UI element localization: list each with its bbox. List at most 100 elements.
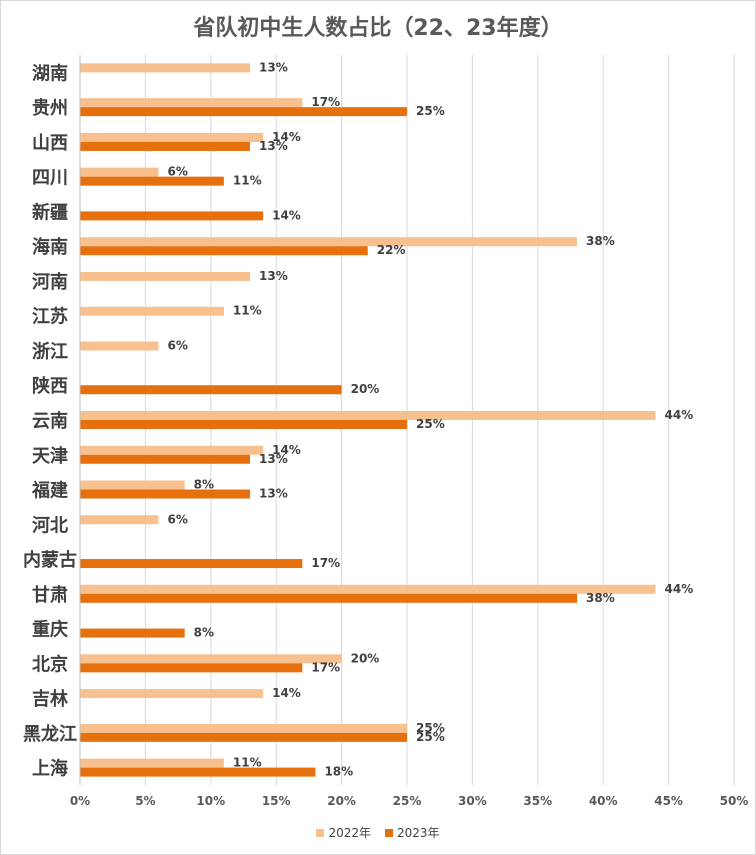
data-label: 20%	[351, 382, 380, 396]
bar-2022	[80, 167, 159, 177]
x-tick-label: 40%	[589, 794, 618, 808]
bar-2023	[80, 176, 224, 186]
category-label: 天津	[32, 445, 68, 467]
bar-2022	[80, 758, 224, 768]
data-label: 17%	[311, 556, 340, 570]
data-label: 14%	[272, 208, 301, 222]
bar-2023	[80, 489, 251, 499]
data-label: 14%	[272, 130, 301, 144]
legend-label-2023: 2023年	[397, 826, 440, 840]
data-label: 11%	[233, 174, 262, 188]
x-tick-label: 35%	[523, 794, 552, 808]
bar-2023	[80, 559, 303, 569]
legend-item-2023: 2023年	[385, 824, 440, 841]
bar-2023	[80, 211, 264, 221]
category-label: 甘肃	[32, 584, 68, 606]
category-label: 河北	[32, 515, 68, 536]
category-label: 四川	[32, 168, 68, 189]
bar-2022	[80, 63, 251, 73]
bar-2022	[80, 411, 656, 420]
data-label: 8%	[194, 478, 214, 492]
bar-2023	[80, 628, 185, 638]
x-tick-label: 50%	[720, 794, 749, 808]
data-label: 14%	[272, 686, 301, 700]
legend-swatch-2022	[316, 828, 325, 837]
x-tick-label: 20%	[327, 794, 356, 808]
x-tick-label: 30%	[458, 794, 487, 808]
bar-2023	[80, 732, 407, 742]
bar-2022	[80, 237, 578, 247]
data-label: 25%	[416, 417, 445, 431]
data-label: 11%	[233, 304, 262, 318]
data-label: 13%	[259, 487, 288, 501]
legend-swatch-2023	[385, 828, 393, 837]
bar-2023	[80, 107, 407, 117]
category-label: 湖南	[32, 62, 68, 84]
data-label: 18%	[324, 765, 353, 779]
data-label: 38%	[586, 591, 615, 605]
bar-2022	[80, 306, 224, 316]
x-tick-label: 10%	[196, 794, 225, 808]
category-label: 黑龙江	[23, 723, 77, 745]
data-label: 17%	[311, 95, 340, 109]
bar-2023	[80, 246, 368, 256]
bar-2022	[80, 132, 264, 142]
data-label: 44%	[665, 408, 694, 422]
data-label: 38%	[586, 234, 615, 248]
category-label: 北京	[32, 653, 68, 675]
data-label: 20%	[351, 651, 380, 665]
chart-title: 省队初中生人数占比（22、23年度）	[193, 16, 563, 41]
data-label: 17%	[311, 660, 340, 674]
category-label: 新疆	[32, 201, 68, 223]
category-label: 云南	[32, 410, 68, 432]
data-label: 14%	[272, 443, 301, 457]
bar-2022	[80, 723, 407, 733]
bar-2022	[80, 98, 303, 108]
legend: 2022年 2023年	[0, 824, 756, 841]
legend-item-2022: 2022年	[316, 824, 371, 841]
bar-2023	[80, 767, 316, 777]
bar-2023	[80, 141, 251, 151]
data-label: 8%	[194, 626, 214, 640]
category-label: 浙江	[32, 340, 68, 362]
data-label: 13%	[259, 139, 288, 153]
bar-2022	[80, 584, 656, 594]
category-label: 上海	[32, 758, 68, 780]
legend-label-2022: 2022年	[328, 826, 371, 840]
bar-2022	[80, 271, 251, 281]
x-tick-label: 25%	[393, 794, 422, 808]
bar-2023	[80, 663, 303, 673]
category-label: 江苏	[32, 306, 68, 328]
data-label: 25%	[416, 721, 445, 735]
category-label: 陕西	[32, 375, 68, 397]
data-label: 13%	[259, 269, 288, 283]
category-label: 吉林	[32, 688, 68, 710]
bar-2022	[80, 445, 264, 455]
bar-2022	[80, 654, 342, 664]
x-tick-label: 0%	[70, 794, 90, 808]
x-tick-label: 15%	[262, 794, 291, 808]
bar-2022	[80, 341, 159, 351]
category-label: 福建	[31, 480, 68, 502]
data-label: 6%	[167, 338, 187, 352]
bar-2023	[80, 385, 342, 395]
data-label: 44%	[665, 582, 694, 596]
bar-2023	[80, 454, 251, 464]
data-label: 6%	[167, 512, 187, 526]
category-label: 山西	[32, 133, 68, 154]
bar-2023	[80, 420, 407, 429]
bar-2023	[80, 593, 578, 603]
category-label: 海南	[32, 236, 68, 258]
x-tick-label: 5%	[135, 794, 155, 808]
bar-2022	[80, 689, 264, 699]
x-tick-label: 45%	[654, 794, 683, 808]
data-label: 22%	[377, 243, 406, 257]
bar-2022	[80, 515, 159, 525]
data-label: 25%	[416, 730, 445, 744]
data-label: 13%	[259, 60, 288, 74]
data-label: 13%	[259, 452, 288, 466]
category-label: 河南	[32, 271, 68, 293]
data-label: 11%	[233, 756, 262, 770]
category-label: 内蒙古	[23, 549, 77, 571]
